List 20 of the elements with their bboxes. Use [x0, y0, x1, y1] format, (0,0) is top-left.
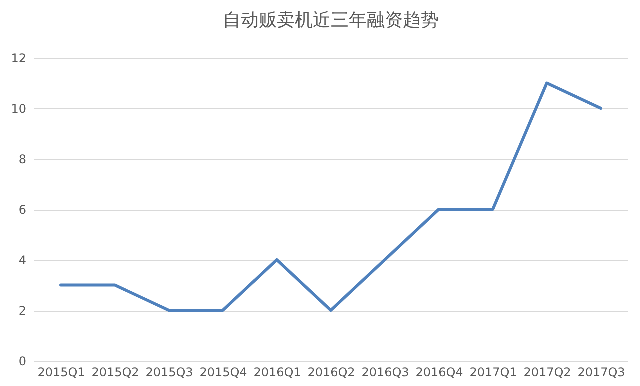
chart-title: 自动贩卖机近三年融资趋势	[223, 10, 439, 31]
x-tick-label: 2016Q4	[416, 366, 464, 380]
y-tick-label: 12	[11, 52, 26, 66]
y-tick-label: 6	[18, 203, 26, 217]
x-tick-label: 2015Q1	[38, 366, 86, 380]
x-tick-label: 2017Q2	[524, 366, 572, 380]
y-tick-label: 8	[18, 152, 26, 166]
x-tick-label: 2016Q1	[254, 366, 302, 380]
y-tick-label: 2	[18, 304, 26, 318]
x-tick-label: 2015Q4	[200, 366, 248, 380]
y-tick-label: 4	[18, 254, 26, 268]
x-tick-label: 2016Q2	[308, 366, 356, 380]
x-tick-label: 2017Q1	[470, 366, 518, 380]
line-series	[60, 82, 602, 312]
x-tick-label: 2017Q3	[578, 366, 626, 380]
x-tick-label: 2015Q2	[92, 366, 140, 380]
x-tick-label: 2015Q3	[146, 366, 194, 380]
y-tick-label: 0	[18, 354, 26, 368]
y-tick-label: 10	[11, 102, 26, 116]
x-tick-label: 2016Q3	[362, 366, 410, 380]
